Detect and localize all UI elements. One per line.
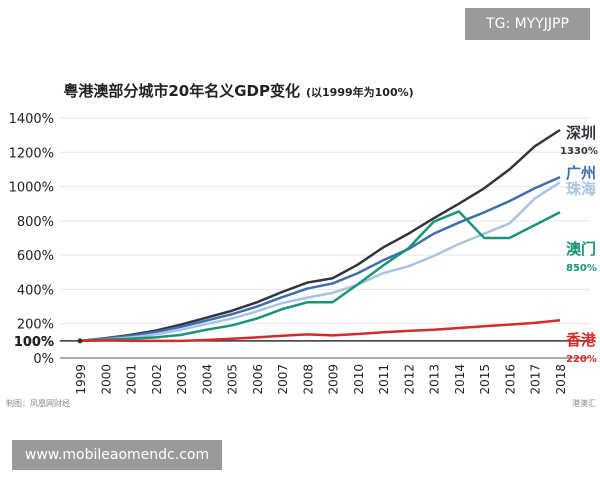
gdp-line-chart: 粤港澳部分城市20年名义GDP变化 (以1999年为100%) 0% 100% 20… (6, 82, 598, 408)
x-tick-label: 2008 (301, 364, 315, 395)
x-tick-label: 2011 (377, 364, 391, 395)
series-name-label: 珠海 (566, 180, 596, 198)
series-layer (77, 128, 561, 344)
x-tick-label: 1999 (74, 364, 88, 395)
y-tick-label: 1400% (9, 112, 54, 127)
x-tick-label: 2000 (99, 364, 113, 395)
start-point (77, 338, 83, 344)
x-tick-label: 2018 (554, 364, 568, 395)
series-line (79, 210, 561, 343)
y-tick-label: 800% (17, 215, 54, 230)
series-line (79, 128, 561, 343)
x-tick-label: 2005 (226, 364, 240, 395)
chart-subtitle: (以1999年为100%) (306, 85, 414, 99)
x-tick-label: 2015 (478, 364, 492, 395)
x-tick-label: 2006 (251, 364, 265, 395)
series-name-label: 澳门 (566, 240, 596, 258)
chart-title: 粤港澳部分城市20年名义GDP变化 (63, 82, 300, 100)
baseline-label: 100% (14, 335, 54, 350)
series-line (79, 175, 561, 343)
series-end-value: 850% (566, 263, 597, 274)
x-tick-label: 2017 (529, 364, 543, 395)
x-tick-label: 2009 (327, 364, 341, 395)
grid-layer (60, 117, 590, 359)
x-tick-label: 2007 (276, 364, 290, 395)
x-tick-label: 2014 (453, 364, 467, 395)
y-tick-label: 100% (14, 335, 54, 350)
y-tick-label: 1200% (9, 146, 54, 161)
series-line (79, 319, 561, 343)
series-name-label: 香港 (566, 331, 597, 349)
tg-watermark-label: TG: MYYJJPP (465, 8, 590, 40)
y-tick-label: 0% (33, 352, 54, 367)
y-tick-label: 400% (17, 283, 54, 298)
x-tick-label: 2001 (125, 364, 139, 395)
series-name-label: 广州 (566, 164, 596, 182)
y-tick-label: 1000% (9, 181, 54, 196)
series-end-value: 1330% (560, 146, 598, 157)
x-tick-label: 2003 (175, 364, 189, 395)
x-tick-label: 2012 (402, 364, 416, 395)
x-tick-label: 2004 (200, 364, 214, 395)
chart-panel: 粤港澳部分城市20年名义GDP变化 (以1999年为100%) 0% 100% 20… (0, 68, 600, 413)
series-end-value: 220% (566, 354, 597, 365)
x-tick-label: 2016 (503, 364, 517, 395)
x-tick-label: 2013 (428, 364, 442, 395)
label-layer: 0% 100% 200% 400% 600% 800% 1000% 1200% 1400% 199… (9, 112, 598, 395)
source-right: 港澳汇 (572, 398, 596, 408)
url-watermark-label: www.mobileaomendc.com (12, 440, 222, 470)
y-tick-label: 200% (17, 318, 54, 333)
source-left: 制图：凤凰网财经 (6, 398, 70, 408)
x-tick-label: 2010 (352, 364, 366, 395)
x-tick-label: 2002 (150, 364, 164, 395)
series-name-label: 深圳 (566, 124, 596, 142)
series-line (79, 181, 561, 343)
y-tick-label: 600% (17, 249, 54, 264)
